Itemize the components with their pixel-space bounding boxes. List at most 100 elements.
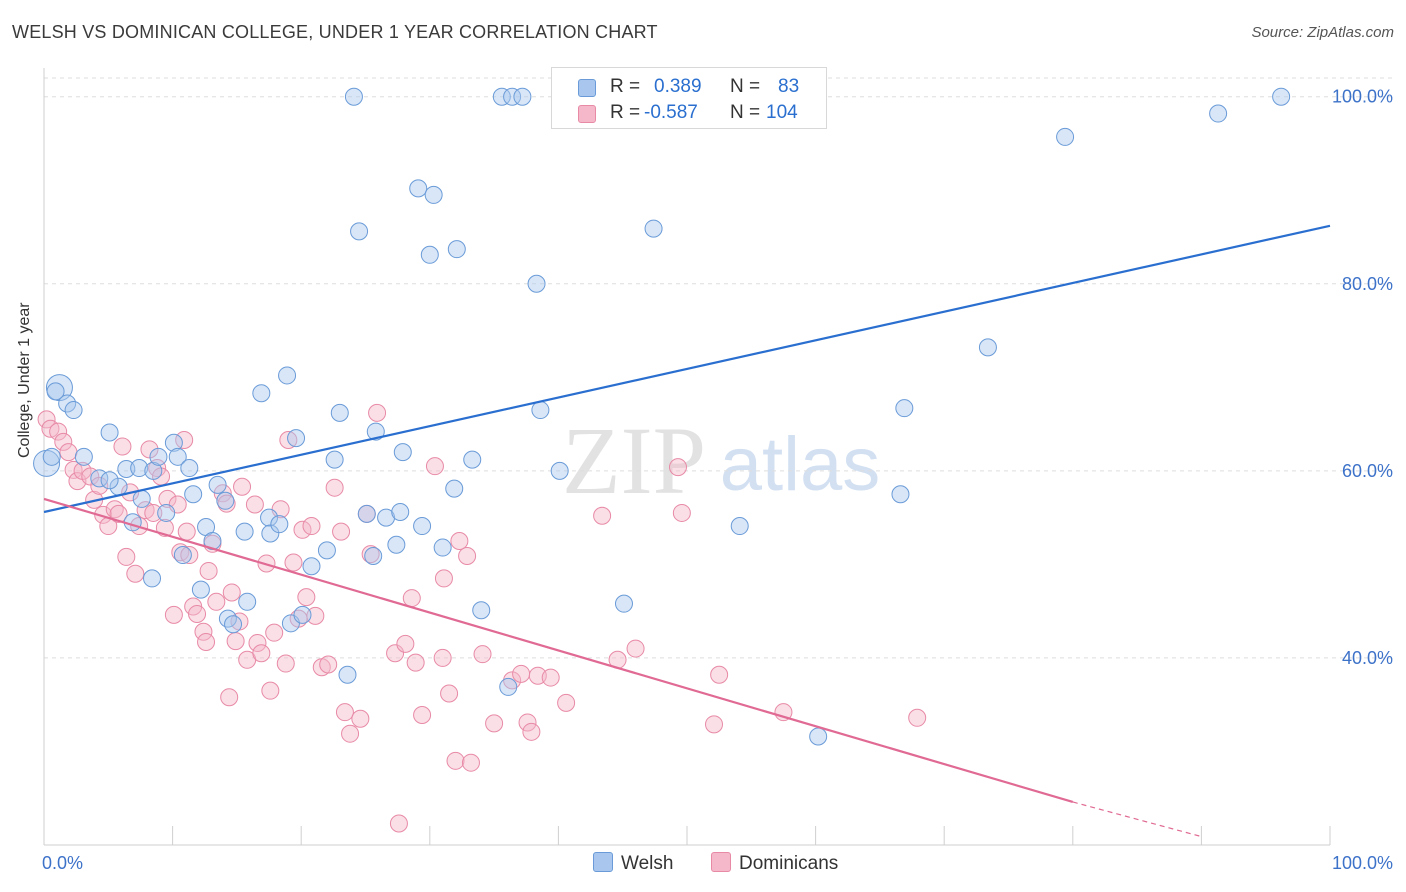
welsh-point xyxy=(499,677,518,696)
dominican-point xyxy=(207,592,226,611)
y-axis-label: College, Under 1 year xyxy=(16,302,33,458)
welsh-point xyxy=(344,87,363,106)
dominican-point xyxy=(261,681,280,700)
welsh-point xyxy=(420,245,439,264)
dominican-point xyxy=(180,546,199,565)
welsh-point xyxy=(252,384,271,403)
legend-swatch-welsh xyxy=(578,79,596,97)
dominican-point xyxy=(557,693,576,712)
dominican-point xyxy=(908,708,927,727)
dominican-point xyxy=(672,503,691,522)
welsh-point xyxy=(168,447,187,466)
welsh-point xyxy=(216,491,235,510)
dominican-point xyxy=(199,561,218,580)
dominican-point xyxy=(158,489,177,508)
dominican-point xyxy=(109,504,128,523)
welsh-point xyxy=(238,592,257,611)
welsh-point xyxy=(730,517,749,536)
dominican-point xyxy=(593,506,612,525)
welsh-point xyxy=(218,609,237,628)
dominican-point xyxy=(440,684,459,703)
welsh-point xyxy=(393,443,412,462)
welsh-point xyxy=(338,665,357,684)
dominican-point xyxy=(473,645,492,664)
dominican-point xyxy=(90,476,109,495)
welsh-point xyxy=(224,615,243,634)
dominican-point xyxy=(319,655,338,674)
welsh-point xyxy=(208,475,227,494)
dominican-point xyxy=(710,665,729,684)
bottom-legend-dominicans-label: Dominicans xyxy=(739,853,839,874)
dominican-point xyxy=(306,606,325,625)
bottom-legend-welsh-label: Welsh xyxy=(621,853,674,874)
dominican-point xyxy=(297,588,316,607)
dominican-point xyxy=(361,545,380,564)
dominican-point xyxy=(265,623,284,642)
welsh-point xyxy=(364,546,383,565)
welsh-point xyxy=(144,461,163,480)
dominican-point xyxy=(485,714,504,733)
dominican-point xyxy=(389,814,408,833)
welsh-point xyxy=(350,222,369,241)
chart-title: WELSH VS DOMINICAN COLLEGE, UNDER 1 YEAR… xyxy=(12,22,658,42)
welsh-point xyxy=(330,403,349,422)
welsh-point xyxy=(42,447,61,466)
dominican-point xyxy=(351,709,370,728)
dominican-point xyxy=(177,522,196,541)
dominican-point xyxy=(54,432,73,451)
welsh-point xyxy=(164,433,183,452)
welsh-point xyxy=(235,522,254,541)
dominican-point xyxy=(233,477,252,496)
dominican-point xyxy=(413,705,432,724)
dominican-point xyxy=(293,520,312,539)
legend-dominican-n-label: N = xyxy=(730,102,761,123)
welsh-point xyxy=(366,422,385,441)
dominican-point xyxy=(522,722,541,741)
welsh-point xyxy=(325,450,344,469)
welsh-point xyxy=(391,503,410,522)
dominican-point xyxy=(226,632,245,651)
dominican-point xyxy=(325,478,344,497)
welsh-point xyxy=(173,546,192,565)
legend-swatch-dominican xyxy=(578,105,596,123)
legend-welsh-n-value: 83 xyxy=(778,76,800,97)
welsh-point xyxy=(302,557,321,576)
welsh-point xyxy=(978,338,997,357)
dominican-point xyxy=(81,467,100,486)
dominican-point xyxy=(425,457,444,476)
welsh-point xyxy=(409,179,428,198)
dominican-trendline-extension xyxy=(1072,801,1202,838)
welsh-point xyxy=(550,461,569,480)
x-tick-label-max: 100.0% xyxy=(1332,853,1393,873)
dominican-point xyxy=(59,443,78,462)
welsh-point xyxy=(895,399,914,418)
welsh-point xyxy=(184,485,203,504)
watermark: ZIP atlas xyxy=(562,407,880,514)
welsh-point xyxy=(387,535,406,554)
welsh-point xyxy=(278,366,297,385)
welsh-point xyxy=(261,524,280,543)
y-tick-label: 80.0% xyxy=(1342,274,1393,294)
welsh-point xyxy=(472,601,491,620)
welsh-point xyxy=(64,401,83,420)
welsh-point xyxy=(433,538,452,557)
dominican-point xyxy=(188,604,207,623)
dominican-point xyxy=(284,553,303,572)
legend-dominican-r-label: R = xyxy=(610,102,641,123)
dominican-point xyxy=(341,724,360,743)
welsh-point xyxy=(1209,104,1228,123)
dominican-point xyxy=(279,430,298,449)
y-tick-label: 100.0% xyxy=(1332,87,1393,107)
dominican-point xyxy=(406,653,425,672)
welsh-point xyxy=(1056,127,1075,146)
dominican-point xyxy=(276,654,295,673)
dominican-point xyxy=(705,715,724,734)
welsh-point xyxy=(130,459,149,478)
dominican-point xyxy=(197,633,216,652)
watermark-zip: ZIP xyxy=(562,407,706,514)
welsh-point xyxy=(143,569,162,588)
dominican-point xyxy=(386,644,405,663)
welsh-point xyxy=(293,605,312,624)
stats-legend: R = 0.389 N = 83 R = -0.587 N = 104 xyxy=(551,67,827,129)
